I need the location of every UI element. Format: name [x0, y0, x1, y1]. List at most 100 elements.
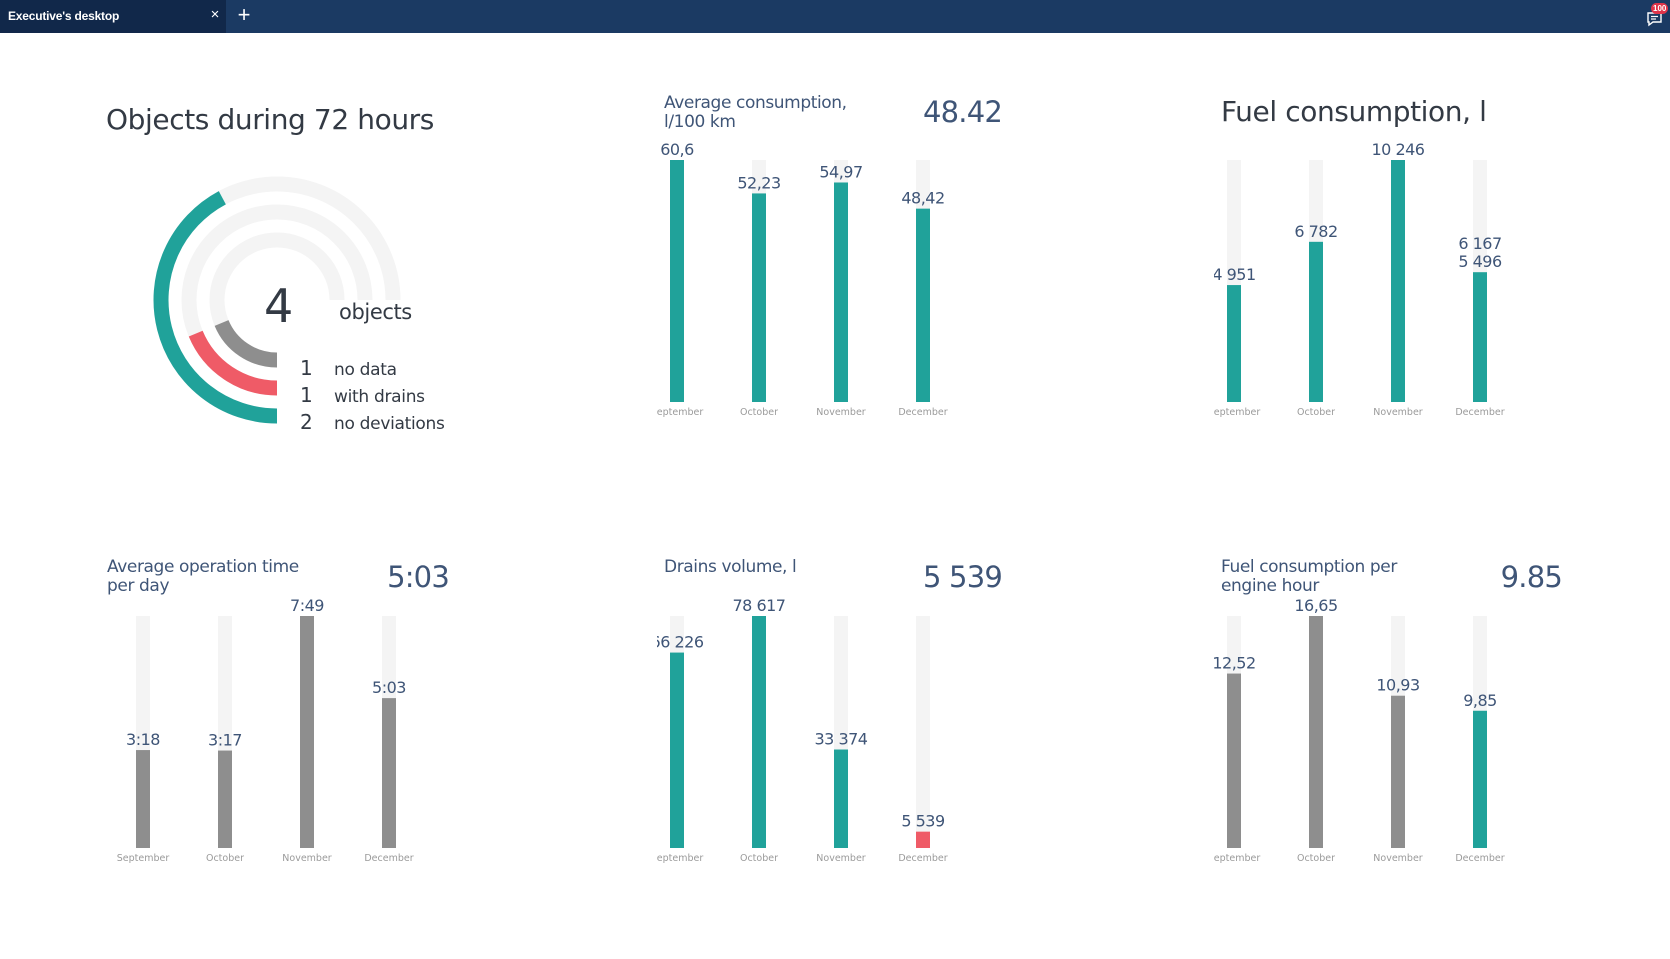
- bar-value-label-september: 3:18: [126, 730, 160, 749]
- avg-consumption-title: Average consumption, l/100 km: [664, 93, 847, 132]
- legend-label-no-data: no data: [334, 360, 397, 380]
- bar-december[interactable]: [916, 831, 930, 848]
- objects-total-label: objects: [339, 300, 412, 324]
- fuel-per-engine-hour-title: Fuel consumption per engine hour: [1221, 557, 1397, 596]
- bar-value-label-november: 10,93: [1376, 676, 1419, 695]
- legend-label-no-deviations: no deviations: [334, 414, 445, 434]
- avg-operation-title: Average operation time per day: [107, 557, 299, 596]
- bar-value-label-october: 78 617: [733, 596, 786, 615]
- message-icon[interactable]: [1644, 6, 1666, 28]
- bar-november[interactable]: [834, 182, 848, 402]
- fuel-per-engine-hour-widget: Fuel consumption per engine hour 9.85 12…: [1214, 0, 1614, 959]
- bar-december[interactable]: [1473, 710, 1487, 848]
- x-tick-label-september: September: [1214, 407, 1260, 418]
- bar-november[interactable]: [834, 749, 848, 848]
- x-tick-label-october: October: [206, 853, 244, 864]
- bar-september[interactable]: [136, 750, 150, 848]
- bar-value-label-december: 5 539: [901, 812, 945, 831]
- bar-value-label-november: 54,97: [819, 162, 862, 181]
- drains-volume-title: Drains volume, l: [664, 557, 797, 577]
- bar-november[interactable]: [1391, 160, 1405, 402]
- bar-value-label-september: 66 226: [657, 633, 704, 652]
- bar-october[interactable]: [752, 193, 766, 402]
- bar-value-label-october: 6 782: [1294, 222, 1337, 241]
- drains-volume-chart: 66 226 September 78 617 October 33 374 Novemb…: [657, 596, 948, 864]
- x-tick-label-september: September: [657, 407, 703, 418]
- bar-september[interactable]: [670, 160, 684, 402]
- bar-december[interactable]: [1473, 272, 1487, 402]
- x-tick-label-november: November: [1373, 853, 1423, 864]
- bar-value-label-october: 52,23: [737, 173, 780, 192]
- fuel-consumption-title: Fuel consumption, l: [1221, 95, 1487, 128]
- bar-december[interactable]: [382, 698, 396, 848]
- legend-label-with-drains: with drains: [334, 387, 425, 407]
- fuel-consumption-chart: 4 951 September 6 782 October 10 246 November…: [1214, 140, 1505, 418]
- bar-value-label-december: 9,85: [1463, 691, 1497, 710]
- add-tab-icon[interactable]: +: [237, 2, 251, 27]
- bar-december[interactable]: [916, 208, 930, 402]
- x-tick-label-november: November: [282, 853, 332, 864]
- bar-november[interactable]: [300, 616, 314, 848]
- x-tick-label-december: December: [898, 853, 947, 864]
- close-icon[interactable]: ×: [210, 6, 220, 23]
- x-tick-label-december: December: [898, 407, 947, 418]
- x-tick-label-september: September: [1214, 853, 1260, 864]
- fuel-consumption-widget: Fuel consumption, l 4 951 September 6 782 O…: [1214, 0, 1614, 480]
- x-tick-label-september: September: [117, 853, 170, 864]
- avg-operation-chart: 3:18 September 3:17 October 7:49 November 5:03…: [117, 596, 414, 864]
- bar-value-label-november: 7:49: [290, 596, 324, 615]
- tab-executives-desktop[interactable]: Executive's desktop ×: [0, 0, 226, 33]
- ring-segment-no-deviations: [153, 191, 278, 424]
- x-tick-label-december: December: [364, 853, 413, 864]
- bar-october[interactable]: [218, 750, 232, 848]
- bar-september[interactable]: [670, 652, 684, 848]
- fuel-per-engine-hour-total: 9.85: [1500, 560, 1563, 594]
- avg-consumption-total: 48.42: [922, 95, 1003, 129]
- bar-value-label-september: 4 951: [1214, 265, 1256, 284]
- bar-value-label-december: 5:03: [372, 678, 406, 697]
- bar-track-december: [916, 616, 930, 848]
- x-tick-label-october: October: [1297, 853, 1335, 864]
- objects-title: Objects during 72 hours: [106, 103, 434, 136]
- bar-october[interactable]: [1309, 241, 1323, 402]
- bar-value-label-october: 3:17: [208, 731, 242, 750]
- ring-segment-no-data: [214, 319, 278, 368]
- bar-value-label-december: 48,42: [901, 189, 944, 208]
- objects-widget: Objects during 72 hours 4 objects 1 no d…: [0, 0, 560, 480]
- bar-september[interactable]: [1227, 285, 1241, 402]
- bar-september[interactable]: [1227, 673, 1241, 848]
- bar-value-label-december: 5 496: [1458, 252, 1502, 271]
- bar-value-label-september: 12,52: [1214, 654, 1256, 673]
- bar-value-label-october: 16,65: [1294, 596, 1337, 615]
- x-tick-label-november: November: [816, 853, 866, 864]
- avg-consumption-widget: Average consumption, l/100 km 48.42 60,6…: [657, 0, 1057, 480]
- drains-volume-widget: Drains volume, l 5 539 66 226 September 78…: [657, 0, 1057, 959]
- x-tick-label-october: October: [740, 853, 778, 864]
- legend-count-with-drains: 1: [300, 383, 313, 407]
- x-tick-label-november: November: [1373, 407, 1423, 418]
- fuel-per-engine-hour-chart: 12,52 September 16,65 October 10,93 November 9…: [1214, 596, 1505, 864]
- avg-operation-total: 5:03: [387, 560, 450, 594]
- objects-ring-chart: [153, 176, 401, 424]
- x-tick-label-december: December: [1455, 407, 1504, 418]
- top-bar: Executive's desktop × + 100: [0, 0, 1670, 33]
- x-tick-label-december: December: [1455, 853, 1504, 864]
- bar-october[interactable]: [1309, 616, 1323, 848]
- objects-total: 4: [264, 279, 294, 333]
- legend-count-no-data: 1: [300, 356, 313, 380]
- bar-value-label-september: 60,6: [660, 140, 694, 159]
- x-tick-label-september: September: [657, 853, 703, 864]
- x-tick-label-october: October: [740, 407, 778, 418]
- ring-segment-with-drains: [188, 330, 278, 396]
- avg-consumption-chart: 60,6 September 52,23 October 54,97 November 48…: [657, 140, 948, 418]
- notification-count-badge: 100: [1651, 3, 1669, 14]
- x-tick-label-october: October: [1297, 407, 1335, 418]
- legend-count-no-deviations: 2: [300, 410, 313, 434]
- drains-volume-total: 5 539: [922, 560, 1003, 594]
- avg-operation-widget: Average operation time per day 5:03 3:18…: [100, 0, 500, 959]
- x-tick-label-november: November: [816, 407, 866, 418]
- bar-november[interactable]: [1391, 695, 1405, 848]
- bar-extra-label-december: 6 167: [1458, 234, 1501, 253]
- bar-value-label-november: 10 246: [1372, 140, 1425, 159]
- bar-october[interactable]: [752, 616, 766, 848]
